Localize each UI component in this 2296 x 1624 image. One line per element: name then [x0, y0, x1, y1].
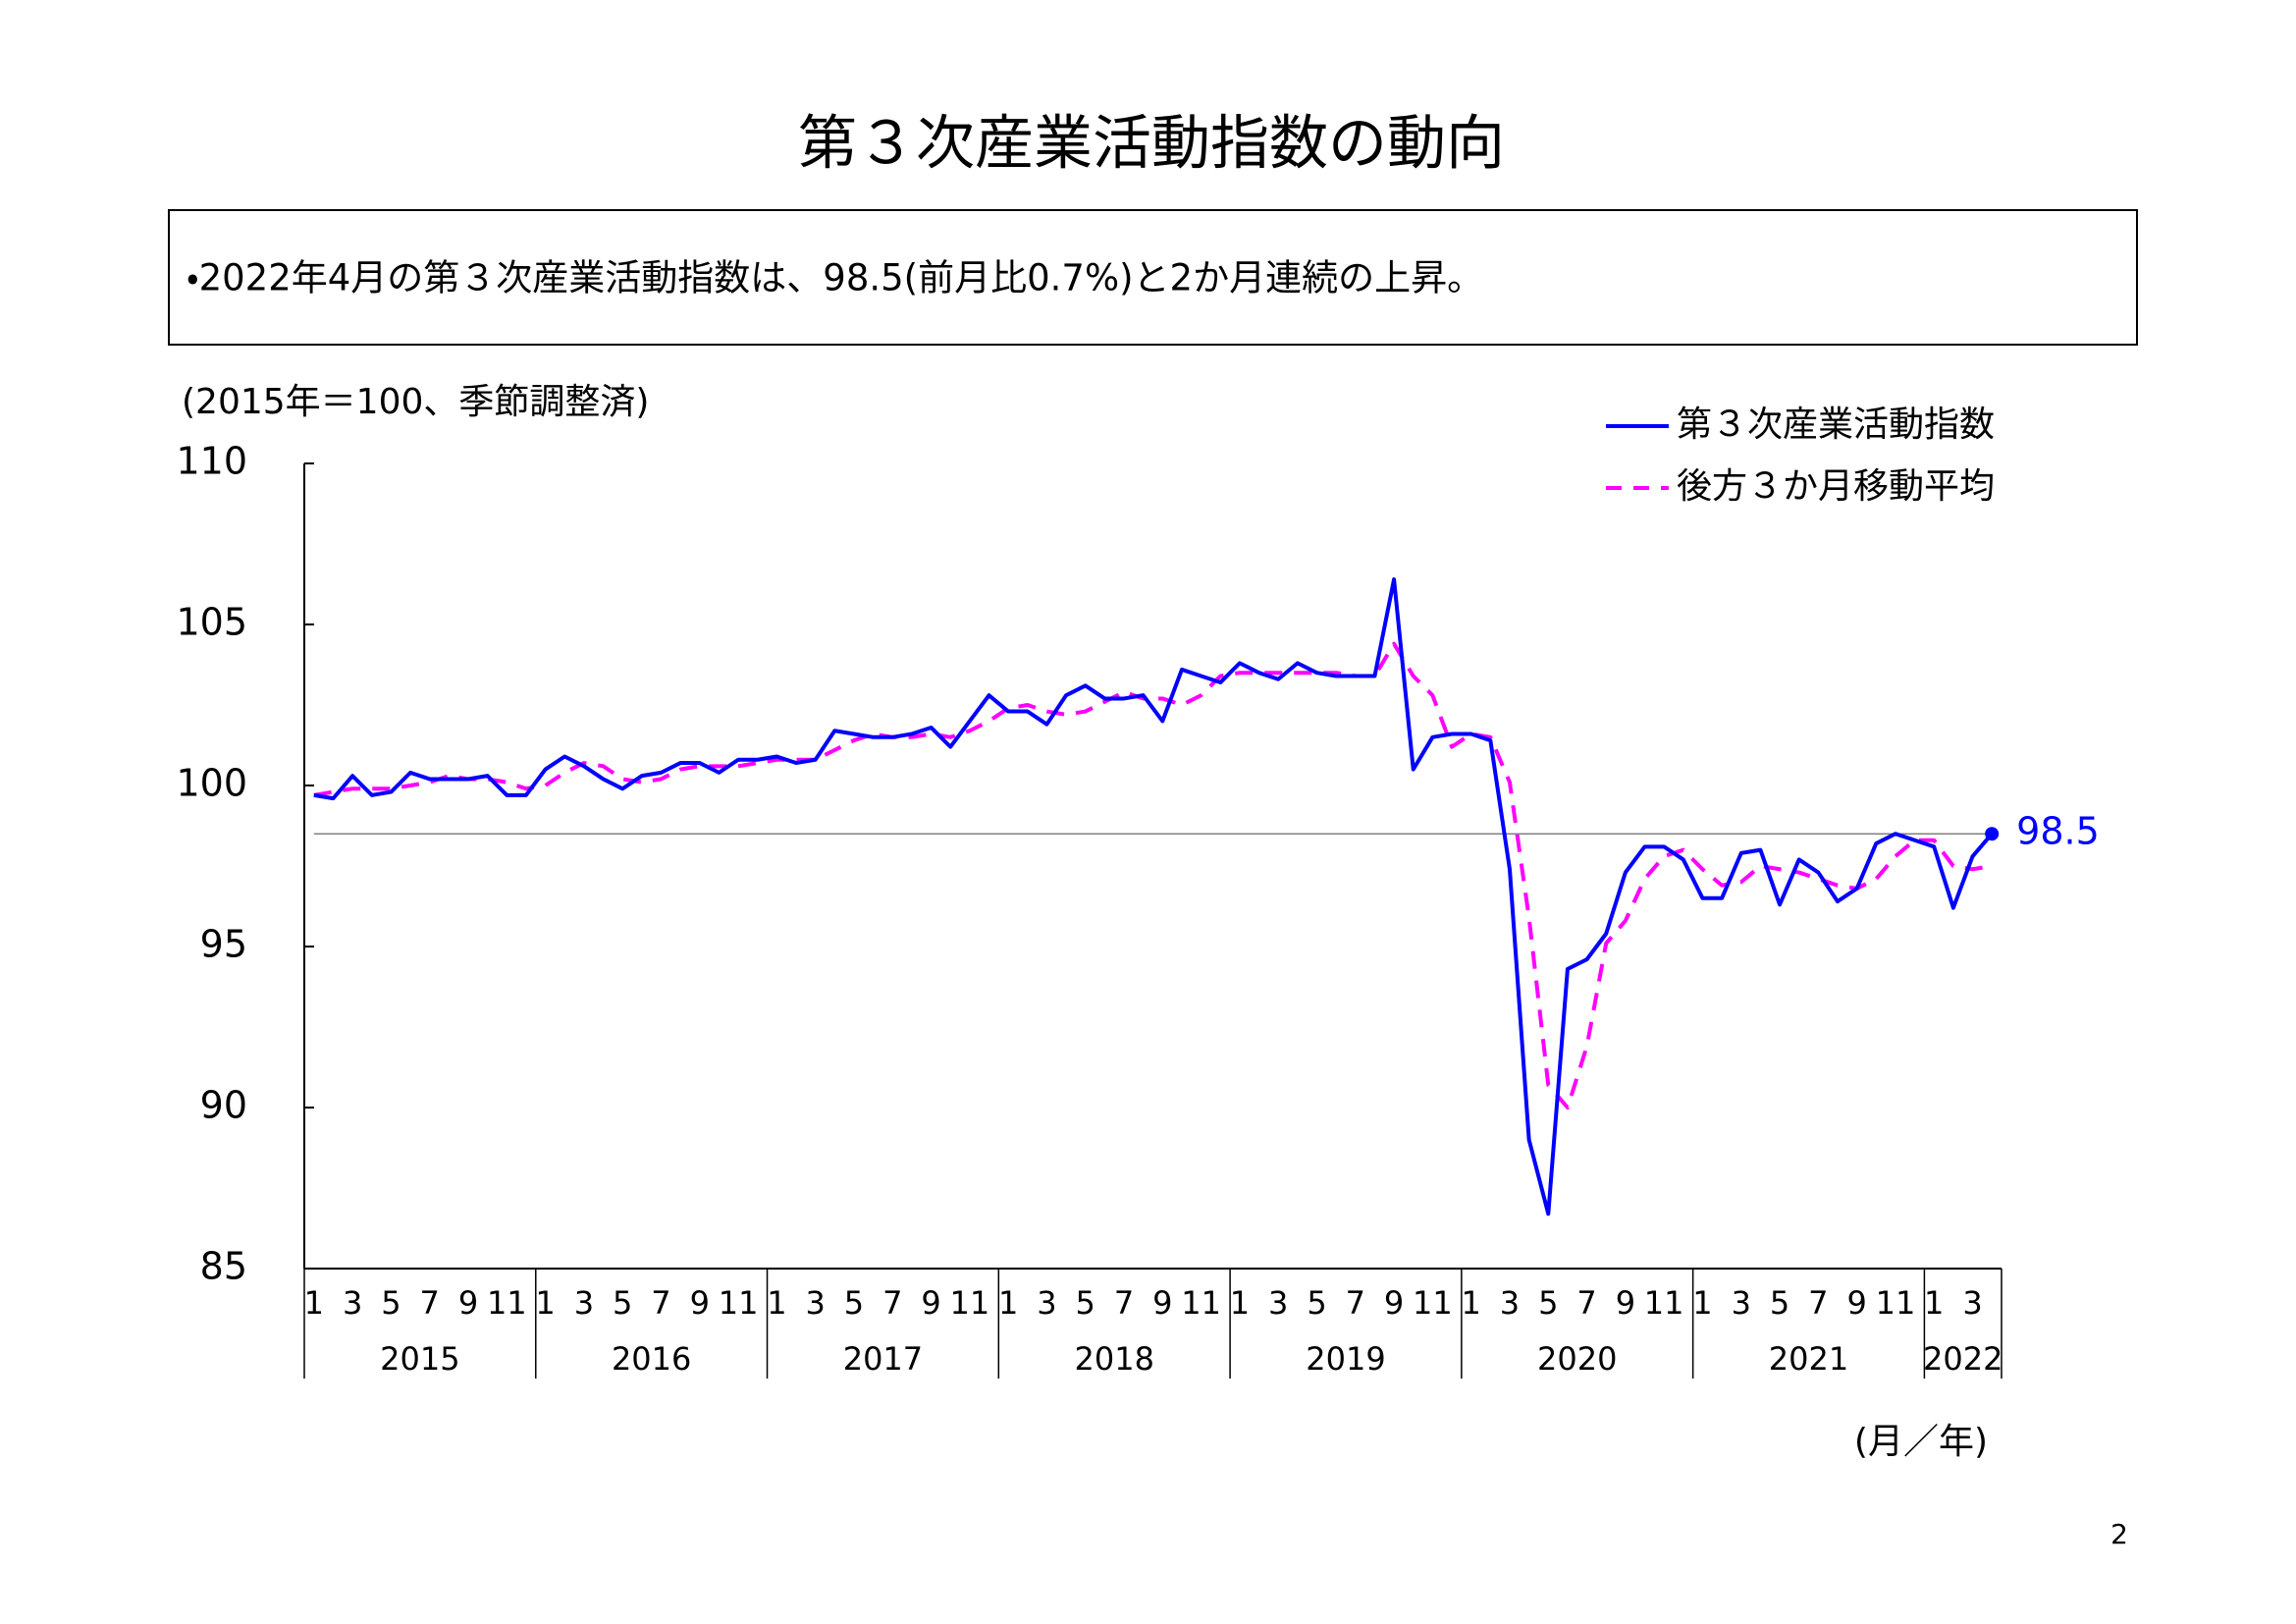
unit-note: (2015年＝100、季節調整済) — [182, 382, 649, 422]
x-tick-label: 7 — [651, 1284, 670, 1322]
x-tick-label: 1 — [1462, 1284, 1481, 1322]
chart-title: 第３次産業活動指数の動向 — [798, 110, 1505, 179]
x-axis-label: (月／年) — [1854, 1422, 1988, 1462]
year-label: 2017 — [843, 1340, 923, 1378]
x-tick-label: 11 — [1181, 1284, 1221, 1322]
year-label: 2021 — [1769, 1340, 1848, 1378]
x-tick-label: 5 — [1538, 1284, 1558, 1322]
x-tick-label: 9 — [1846, 1284, 1866, 1322]
x-tick-label: 3 — [1268, 1284, 1288, 1322]
x-tick-label: 9 — [921, 1284, 940, 1322]
x-tick-label: 9 — [458, 1284, 478, 1322]
x-tick-label: 7 — [882, 1284, 902, 1322]
x-tick-label: 5 — [1307, 1284, 1326, 1322]
year-label: 2019 — [1306, 1340, 1385, 1378]
x-tick-label: 3 — [1037, 1284, 1056, 1322]
x-tick-label: 11 — [719, 1284, 759, 1322]
x-tick-label: 9 — [690, 1284, 710, 1322]
x-tick-label: 9 — [1384, 1284, 1404, 1322]
x-tick-label: 1 — [1692, 1284, 1712, 1322]
summary-box — [168, 209, 2138, 346]
x-tick-label: 9 — [1616, 1284, 1635, 1322]
y-tick-label: 90 — [200, 1084, 247, 1127]
x-tick-label: 7 — [1576, 1284, 1596, 1322]
year-label: 2015 — [380, 1340, 459, 1378]
x-tick-label: 1 — [998, 1284, 1018, 1322]
latest-value-label: 98.5 — [2016, 810, 2100, 853]
x-tick-label: 11 — [949, 1284, 989, 1322]
year-label: 2016 — [612, 1340, 691, 1378]
y-tick-label: 105 — [176, 601, 247, 644]
year-label: 2018 — [1074, 1340, 1153, 1378]
x-tick-label: 5 — [1770, 1284, 1789, 1322]
page-number: 2 — [2110, 1518, 2128, 1550]
x-tick-label: 3 — [805, 1284, 825, 1322]
y-tick-label: 110 — [176, 440, 247, 483]
summary-text: ・2022年4月の第３次産業活動指数は、98.5(前月比0.7%)と2か月連続の… — [187, 257, 1483, 299]
x-tick-label: 5 — [613, 1284, 632, 1322]
x-tick-label: 5 — [1076, 1284, 1095, 1322]
x-tick-label: 1 — [1230, 1284, 1250, 1322]
y-tick-label: 85 — [200, 1245, 247, 1288]
x-tick-label: 3 — [1500, 1284, 1520, 1322]
series-line — [313, 641, 1993, 1110]
x-tick-label: 9 — [1152, 1284, 1172, 1322]
x-tick-label: 11 — [1413, 1284, 1453, 1322]
x-tick-label: 3 — [574, 1284, 594, 1322]
x-tick-label: 11 — [487, 1284, 527, 1322]
y-tick-label: 95 — [200, 923, 247, 966]
x-tick-label: 3 — [1962, 1284, 1982, 1322]
x-tick-label: 1 — [535, 1284, 555, 1322]
x-tick-label: 5 — [844, 1284, 864, 1322]
latest-point — [1985, 827, 2000, 841]
series-line — [313, 577, 1994, 1217]
x-tick-label: 1 — [767, 1284, 786, 1322]
x-tick-label: 5 — [381, 1284, 400, 1322]
y-tick-label: 100 — [176, 762, 247, 805]
x-tick-label: 3 — [1732, 1284, 1751, 1322]
year-label: 2020 — [1537, 1340, 1617, 1378]
x-tick-label: 7 — [1346, 1284, 1365, 1322]
x-tick-label: 7 — [420, 1284, 440, 1322]
legend-label: 第３次産業活動指数 — [1677, 405, 1995, 445]
legend-label: 後方３か月移動平均 — [1677, 466, 1995, 507]
x-tick-label: 11 — [1644, 1284, 1684, 1322]
x-tick-label: 7 — [1808, 1284, 1828, 1322]
x-tick-label: 1 — [304, 1284, 324, 1322]
x-tick-label: 3 — [343, 1284, 362, 1322]
year-label: 2022 — [1923, 1340, 2002, 1378]
x-tick-label: 11 — [1876, 1284, 1916, 1322]
x-tick-label: 7 — [1114, 1284, 1134, 1322]
x-tick-label: 1 — [1924, 1284, 1944, 1322]
